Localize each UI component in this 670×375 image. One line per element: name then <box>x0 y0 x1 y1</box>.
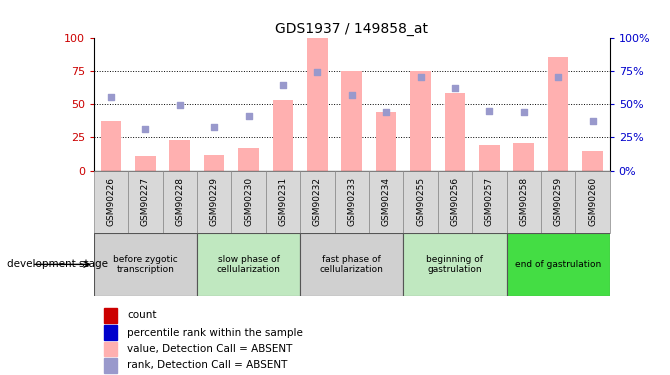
Bar <box>135 156 155 171</box>
Bar <box>104 358 117 373</box>
Point <box>346 92 357 98</box>
Bar <box>104 308 117 322</box>
Text: GSM90230: GSM90230 <box>244 177 253 226</box>
Bar <box>231 171 266 232</box>
Point <box>484 108 494 114</box>
Point <box>450 85 460 91</box>
Title: GDS1937 / 149858_at: GDS1937 / 149858_at <box>275 22 428 36</box>
Point <box>587 118 598 124</box>
Text: end of gastrulation: end of gastrulation <box>515 260 601 269</box>
Bar <box>100 122 121 171</box>
Bar <box>204 154 224 171</box>
Point <box>381 109 391 115</box>
Bar <box>170 140 190 171</box>
Bar <box>582 151 603 171</box>
Text: GSM90227: GSM90227 <box>141 177 150 226</box>
Text: percentile rank within the sample: percentile rank within the sample <box>127 328 304 338</box>
Bar <box>548 57 568 171</box>
Text: development stage: development stage <box>7 260 108 269</box>
Bar <box>163 171 197 232</box>
Bar <box>307 38 328 171</box>
Bar <box>541 171 576 232</box>
Bar <box>342 71 362 171</box>
Point <box>140 126 151 132</box>
Bar <box>197 171 231 232</box>
Point <box>415 74 426 81</box>
Text: GSM90258: GSM90258 <box>519 177 528 226</box>
Text: GSM90257: GSM90257 <box>485 177 494 226</box>
Text: value, Detection Call = ABSENT: value, Detection Call = ABSENT <box>127 344 293 354</box>
Point <box>106 94 117 100</box>
Bar <box>507 232 610 296</box>
Bar <box>266 171 300 232</box>
Bar <box>507 171 541 232</box>
Bar <box>239 148 259 171</box>
Text: GSM90228: GSM90228 <box>176 177 184 226</box>
Bar <box>300 232 403 296</box>
Point <box>174 102 185 108</box>
Text: fast phase of
cellularization: fast phase of cellularization <box>320 255 384 274</box>
Text: GSM90255: GSM90255 <box>416 177 425 226</box>
Point <box>209 124 220 130</box>
Bar <box>410 71 431 171</box>
Bar <box>94 232 197 296</box>
Bar <box>576 171 610 232</box>
Bar <box>334 171 369 232</box>
Point <box>519 109 529 115</box>
Bar <box>376 112 397 171</box>
Bar <box>300 171 334 232</box>
Text: GSM90232: GSM90232 <box>313 177 322 226</box>
Bar <box>438 171 472 232</box>
Bar <box>369 171 403 232</box>
Text: GSM90259: GSM90259 <box>553 177 563 226</box>
Text: GSM90226: GSM90226 <box>107 177 115 226</box>
Text: GSM90233: GSM90233 <box>347 177 356 226</box>
Bar <box>94 171 128 232</box>
Bar <box>104 326 117 340</box>
Text: rank, Detection Call = ABSENT: rank, Detection Call = ABSENT <box>127 360 287 370</box>
Bar <box>403 232 507 296</box>
Point <box>312 69 323 75</box>
Text: GSM90229: GSM90229 <box>210 177 218 226</box>
Bar <box>403 171 438 232</box>
Bar <box>513 142 534 171</box>
Point <box>243 113 254 119</box>
Bar <box>273 100 293 171</box>
Bar <box>128 171 163 232</box>
Text: GSM90260: GSM90260 <box>588 177 597 226</box>
Bar <box>479 146 500 171</box>
Text: count: count <box>127 310 157 320</box>
Point <box>277 82 288 88</box>
Point <box>553 74 563 81</box>
Bar <box>445 93 465 171</box>
Text: slow phase of
cellularization: slow phase of cellularization <box>216 255 281 274</box>
Text: GSM90256: GSM90256 <box>450 177 460 226</box>
Text: GSM90231: GSM90231 <box>279 177 287 226</box>
Text: before zygotic
transcription: before zygotic transcription <box>113 255 178 274</box>
Bar <box>197 232 300 296</box>
Text: beginning of
gastrulation: beginning of gastrulation <box>426 255 484 274</box>
Text: GSM90234: GSM90234 <box>382 177 391 226</box>
Bar <box>104 342 117 356</box>
Bar <box>472 171 507 232</box>
